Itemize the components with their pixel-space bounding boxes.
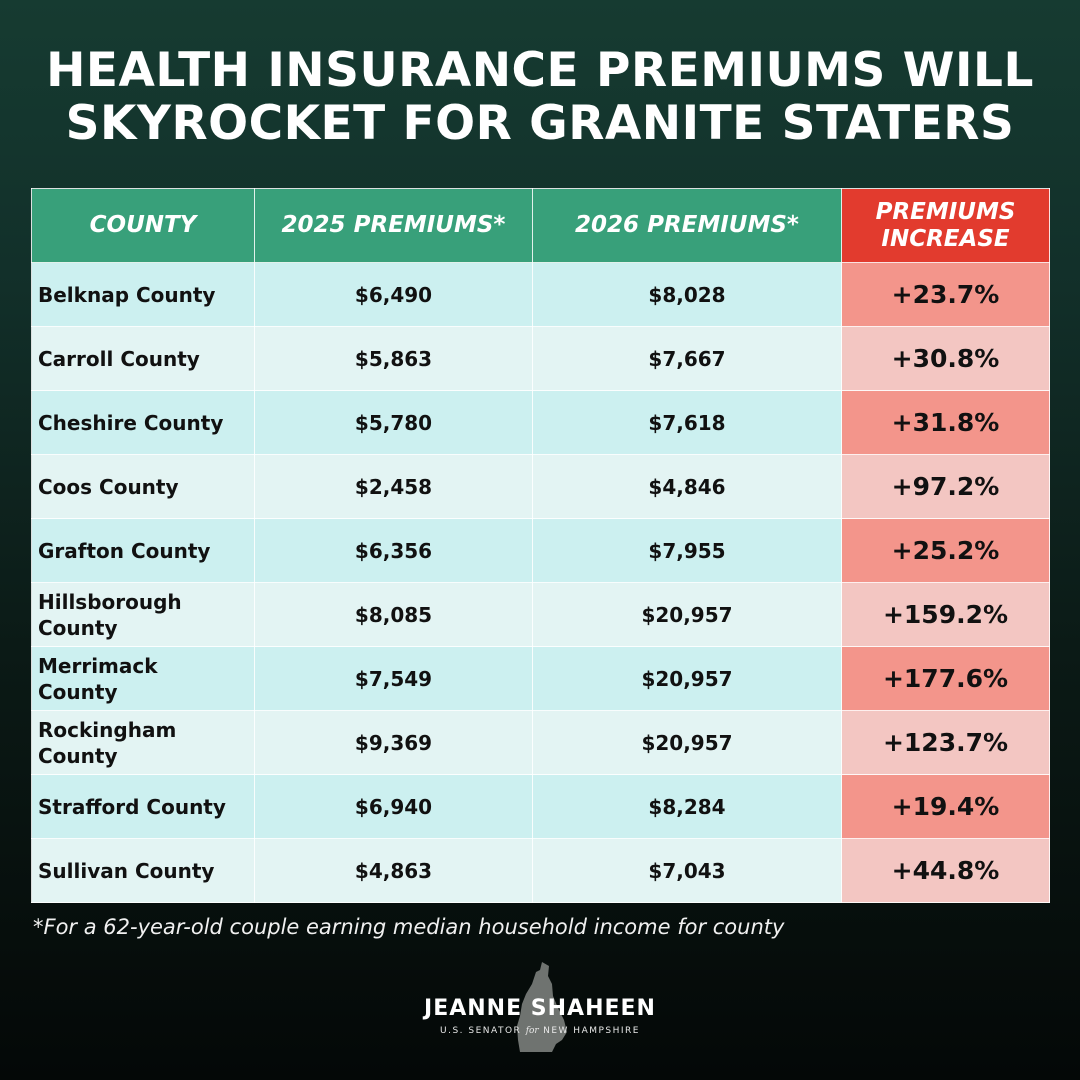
- premium-2026-cell: $20,957: [532, 646, 842, 711]
- county-name-line-1: Carroll County: [38, 346, 200, 371]
- table-row: Coos County $2,458 $4,846 +97.2%: [31, 454, 1050, 519]
- table-row: Hillsborough County $8,085 $20,957 +159.2%: [31, 582, 1050, 647]
- premium-increase-cell: +123.7%: [841, 710, 1050, 775]
- county-name-line-1: Merrimack: [38, 653, 158, 678]
- header-increase-line-2: INCREASE: [881, 225, 1010, 252]
- logo-subtitle: U.S. SENATOR for NEW HAMPSHIRE: [0, 1026, 1080, 1036]
- county-name-line-2: County: [38, 743, 118, 768]
- page-title: HEALTH INSURANCE PREMIUMS WILL SKYROCKET…: [0, 44, 1080, 150]
- table-row: Merrimack County $7,549 $20,957 +177.6%: [31, 646, 1050, 711]
- premium-2026-cell: $8,284: [532, 774, 842, 839]
- title-line-1: HEALTH INSURANCE PREMIUMS WILL: [46, 43, 1034, 98]
- county-name-line-1: Grafton County: [38, 538, 211, 563]
- county-name-line-1: Belknap County: [38, 282, 216, 307]
- header-county: COUNTY: [31, 188, 255, 263]
- table-row: Rockingham County $9,369 $20,957 +123.7%: [31, 710, 1050, 775]
- logo-subtitle-post: NEW HAMPSHIRE: [543, 1026, 640, 1036]
- premium-2026-cell: $7,618: [532, 390, 842, 455]
- premium-2025-cell: $2,458: [254, 454, 533, 519]
- county-cell: Strafford County: [31, 774, 255, 839]
- premium-2025-cell: $5,780: [254, 390, 533, 455]
- table-header-row: COUNTY 2025 PREMIUMS* 2026 PREMIUMS* PRE…: [31, 188, 1050, 263]
- table-row: Strafford County $6,940 $8,284 +19.4%: [31, 774, 1050, 839]
- premium-increase-cell: +23.7%: [841, 262, 1050, 327]
- county-cell: Carroll County: [31, 326, 255, 391]
- premium-increase-cell: +97.2%: [841, 454, 1050, 519]
- header-2026-premiums: 2026 PREMIUMS*: [532, 188, 842, 263]
- logo-subtitle-pre: U.S. SENATOR: [440, 1026, 522, 1036]
- premium-increase-cell: +25.2%: [841, 518, 1050, 583]
- premium-increase-cell: +177.6%: [841, 646, 1050, 711]
- premium-increase-cell: +19.4%: [841, 774, 1050, 839]
- premium-2026-cell: $7,667: [532, 326, 842, 391]
- county-cell: Belknap County: [31, 262, 255, 327]
- premiums-table: COUNTY 2025 PREMIUMS* 2026 PREMIUMS* PRE…: [31, 188, 1050, 903]
- premium-2025-cell: $9,369: [254, 710, 533, 775]
- new-hampshire-state-icon: [517, 962, 567, 1052]
- county-name-line-1: Rockingham: [38, 717, 177, 742]
- header-increase-line-1: PREMIUMS: [875, 198, 1016, 225]
- county-name-line-2: County: [38, 679, 118, 704]
- header-premiums-increase: PREMIUMS INCREASE: [841, 188, 1050, 263]
- county-name-line-1: Coos County: [38, 474, 179, 499]
- county-name-line-1: Sullivan County: [38, 858, 215, 883]
- premium-increase-cell: +31.8%: [841, 390, 1050, 455]
- county-cell: Hillsborough County: [31, 582, 255, 647]
- premium-increase-cell: +30.8%: [841, 326, 1050, 391]
- logo-name: JEANNE SHAHEEN: [424, 996, 656, 1021]
- premium-2026-cell: $20,957: [532, 710, 842, 775]
- table-row: Carroll County $5,863 $7,667 +30.8%: [31, 326, 1050, 391]
- premium-increase-cell: +44.8%: [841, 838, 1050, 903]
- table-row: Belknap County $6,490 $8,028 +23.7%: [31, 262, 1050, 327]
- county-name-line-1: Cheshire County: [38, 410, 224, 435]
- premium-2025-cell: $5,863: [254, 326, 533, 391]
- premium-2025-cell: $4,863: [254, 838, 533, 903]
- premium-2025-cell: $6,490: [254, 262, 533, 327]
- county-name-line-1: Hillsborough: [38, 589, 182, 614]
- premium-2025-cell: $8,085: [254, 582, 533, 647]
- footnote: *For a 62-year-old couple earning median…: [33, 915, 785, 939]
- logo-subtitle-for: for: [525, 1026, 539, 1036]
- premium-2025-cell: $6,356: [254, 518, 533, 583]
- county-cell: Grafton County: [31, 518, 255, 583]
- table-row: Cheshire County $5,780 $7,618 +31.8%: [31, 390, 1050, 455]
- county-name-line-1: Strafford County: [38, 794, 226, 819]
- premium-2026-cell: $20,957: [532, 582, 842, 647]
- county-cell: Sullivan County: [31, 838, 255, 903]
- premium-2026-cell: $7,043: [532, 838, 842, 903]
- premium-2026-cell: $4,846: [532, 454, 842, 519]
- header-2025-premiums: 2025 PREMIUMS*: [254, 188, 533, 263]
- county-cell: Rockingham County: [31, 710, 255, 775]
- premium-2025-cell: $7,549: [254, 646, 533, 711]
- table-row: Sullivan County $4,863 $7,043 +44.8%: [31, 838, 1050, 903]
- table-row: Grafton County $6,356 $7,955 +25.2%: [31, 518, 1050, 583]
- title-line-2: SKYROCKET FOR GRANITE STATERS: [65, 96, 1015, 151]
- county-cell: Cheshire County: [31, 390, 255, 455]
- county-cell: Merrimack County: [31, 646, 255, 711]
- county-name-line-2: County: [38, 615, 118, 640]
- premium-increase-cell: +159.2%: [841, 582, 1050, 647]
- premium-2026-cell: $8,028: [532, 262, 842, 327]
- premium-2026-cell: $7,955: [532, 518, 842, 583]
- county-cell: Coos County: [31, 454, 255, 519]
- premium-2025-cell: $6,940: [254, 774, 533, 839]
